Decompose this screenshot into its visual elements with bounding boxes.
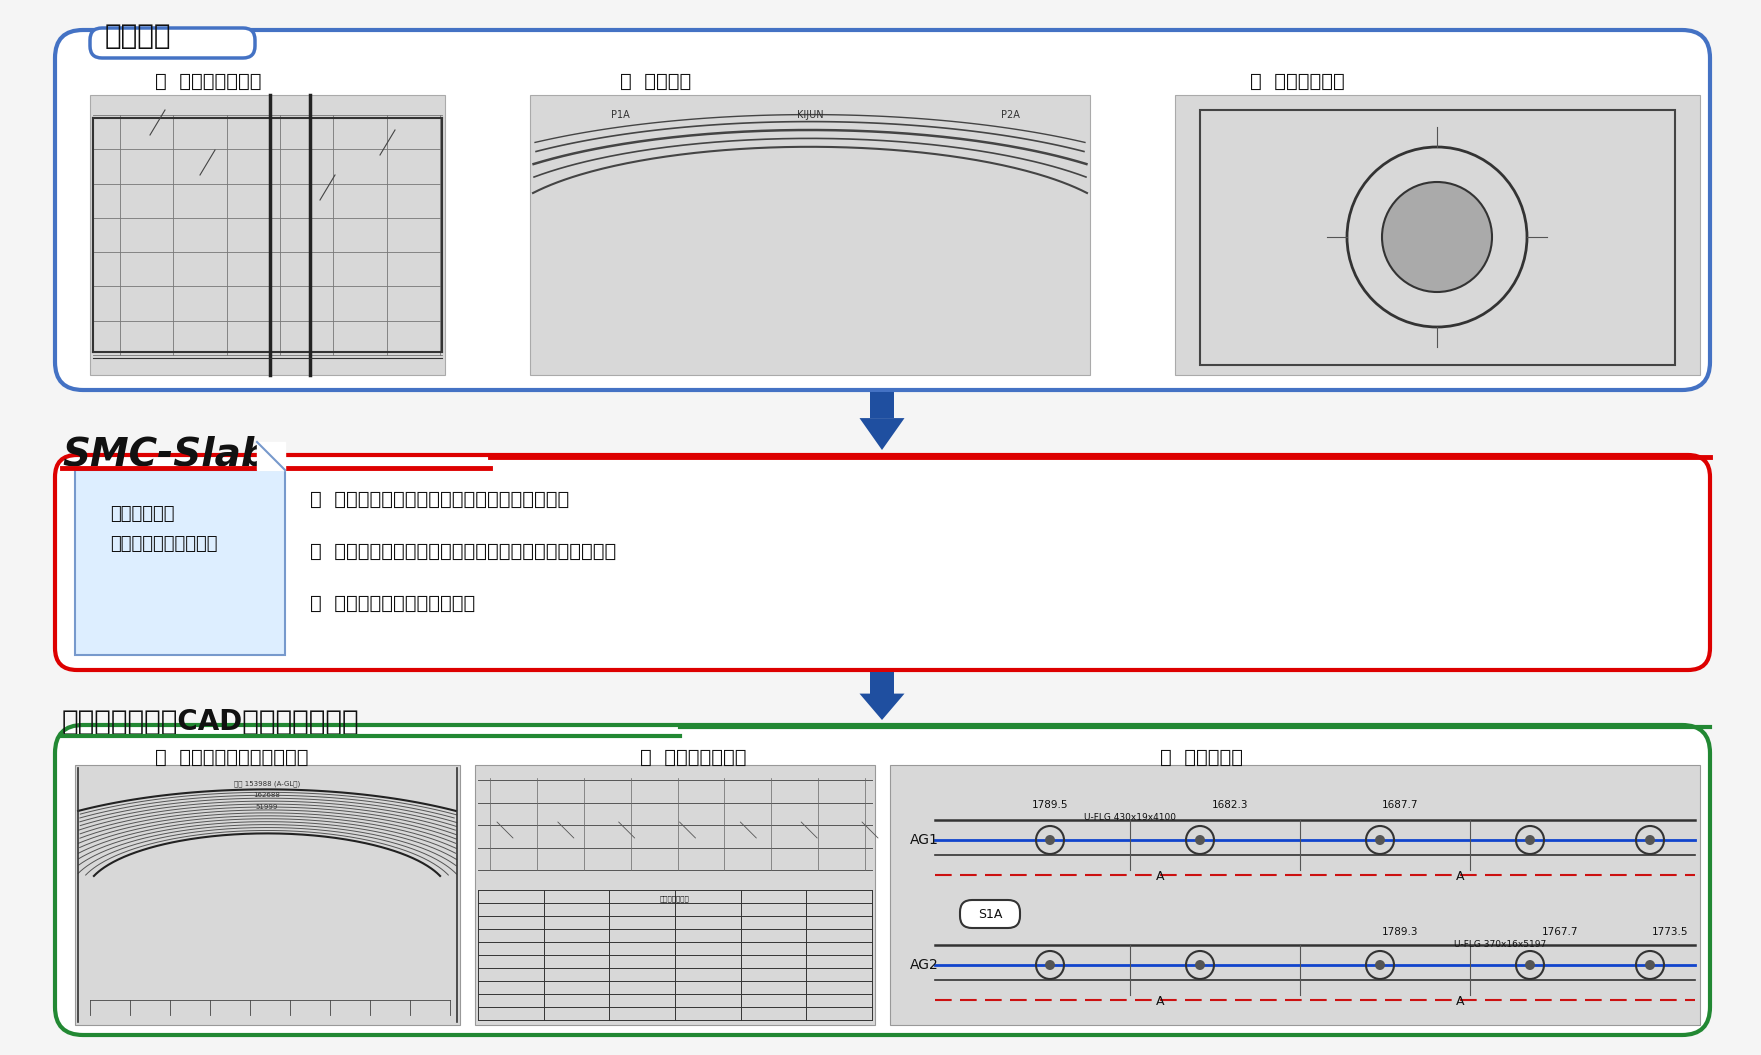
Bar [76,765,460,1025]
Circle shape [1525,960,1536,970]
Text: ・  プレキャスト床版の寸法、配置、名称の設定: ・ プレキャスト床版の寸法、配置、名称の設定 [310,490,569,509]
Circle shape [1375,960,1384,970]
Text: 出力情報：汎用CADソフトでの描画: 出力情報：汎用CADソフトでの描画 [62,708,359,736]
Text: S1A: S1A [977,907,1002,921]
Polygon shape [859,693,905,720]
Text: 1767.7: 1767.7 [1541,927,1578,937]
Bar [76,469,285,655]
Text: ・  線形情報: ・ 線形情報 [620,72,692,91]
Circle shape [1382,183,1492,292]
Circle shape [1196,960,1205,970]
Text: 構造詳細を設定・入力: 構造詳細を設定・入力 [109,535,218,553]
Circle shape [1645,835,1655,845]
Text: ・  プレキャスト床版割付図: ・ プレキャスト床版割付図 [155,748,308,767]
Text: ・  接合構造図: ・ 接合構造図 [1160,748,1243,767]
Text: 51999: 51999 [255,804,278,810]
FancyBboxPatch shape [960,900,1020,928]
Text: AG2: AG2 [910,958,939,972]
Bar [530,95,1090,375]
Circle shape [1375,835,1384,845]
Bar [1199,110,1675,365]
Text: SMC-Slab: SMC-Slab [62,435,269,473]
Text: U-FLG 430x19x4100: U-FLG 430x19x4100 [1085,813,1176,822]
Text: 1687.7: 1687.7 [1382,800,1418,810]
Text: 入力情報: 入力情報 [106,22,171,50]
FancyBboxPatch shape [55,455,1710,670]
Circle shape [1645,960,1655,970]
Text: 橋長 153988 (A-GL上): 橋長 153988 (A-GL上) [234,780,299,787]
Text: ・  現地の測量データ、床版の設置高さの調整方法や寸法: ・ 現地の測量データ、床版の設置高さの調整方法や寸法 [310,542,616,561]
Circle shape [1044,960,1055,970]
Circle shape [1196,835,1205,845]
FancyBboxPatch shape [90,28,255,58]
Text: 1789.5: 1789.5 [1032,800,1069,810]
Text: ・  接合部材の寸法や配置情報: ・ 接合部材の寸法や配置情報 [310,594,475,613]
Text: P1A: P1A [611,110,629,120]
Text: A: A [1155,870,1164,883]
Bar [90,95,446,375]
Text: A: A [1155,995,1164,1008]
Polygon shape [859,418,905,450]
FancyBboxPatch shape [55,725,1710,1035]
Text: 汎用ソフトで: 汎用ソフトで [109,505,174,523]
Bar [475,765,875,1025]
Text: AG1: AG1 [910,833,939,847]
Text: 1789.3: 1789.3 [1382,927,1418,937]
Polygon shape [870,672,895,693]
FancyBboxPatch shape [55,30,1710,390]
Polygon shape [870,392,895,418]
Text: 1773.5: 1773.5 [1652,927,1689,937]
Circle shape [1044,835,1055,845]
Text: セグメント番号: セグメント番号 [660,895,690,902]
Text: ・  構造図、寸法表: ・ 構造図、寸法表 [639,748,747,767]
Text: ・  付属物の情報: ・ 付属物の情報 [1250,72,1345,91]
Text: 1682.3: 1682.3 [1212,800,1249,810]
Text: KIJUN: KIJUN [796,110,824,120]
Polygon shape [257,442,285,469]
Text: U-FLG 370x16x5197: U-FLG 370x16x5197 [1455,940,1546,950]
Text: A: A [1456,870,1463,883]
Text: ・  既存橋梁の形状: ・ 既存橋梁の形状 [155,72,261,91]
Text: 162688: 162688 [254,792,280,798]
Circle shape [1525,835,1536,845]
Text: A: A [1456,995,1463,1008]
Bar [1175,95,1699,375]
Bar [889,765,1699,1025]
Text: P2A: P2A [1000,110,1020,120]
